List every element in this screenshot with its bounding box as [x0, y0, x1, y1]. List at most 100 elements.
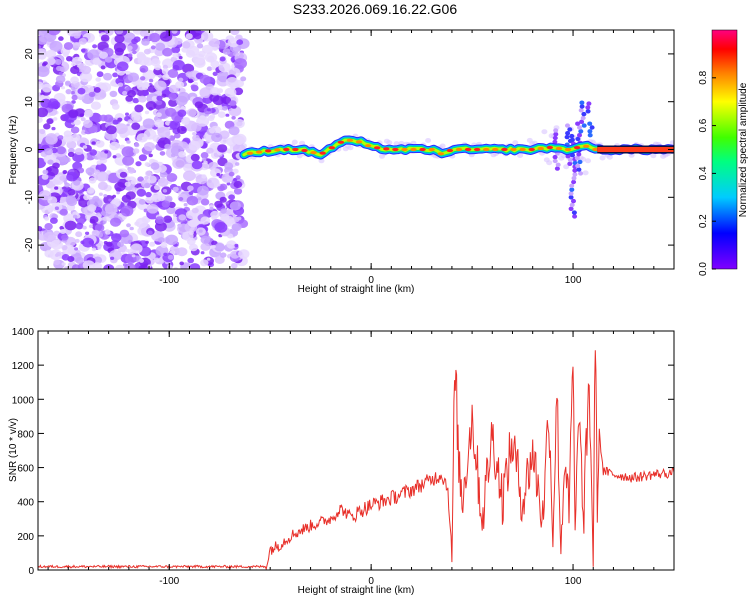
noise-blob [61, 253, 70, 261]
noise-blob [111, 233, 122, 242]
noise-blob [178, 197, 184, 201]
noise-blob [186, 108, 197, 117]
noise-blob [88, 240, 95, 245]
x-tick-label: 100 [565, 275, 582, 286]
noise-blob [225, 201, 229, 205]
noise-blob [38, 81, 44, 90]
anomaly-blob [575, 136, 581, 142]
noise-blob [218, 62, 231, 73]
noise-blob [187, 78, 194, 84]
noise-blob [115, 153, 122, 159]
noise-blob [171, 30, 178, 34]
anomaly-blob [578, 129, 584, 134]
noise-blob [168, 201, 176, 208]
noise-blob [196, 43, 204, 49]
noise-blob [134, 104, 144, 113]
noise-blob [95, 140, 105, 148]
noise-blob [125, 112, 129, 116]
noise-blob [163, 252, 168, 256]
noise-blob [132, 148, 140, 154]
noise-blob [45, 49, 57, 59]
noise-blob [127, 89, 136, 98]
noise-blob [136, 188, 146, 197]
noise-blob [51, 126, 56, 131]
noise-blob [160, 242, 168, 248]
trace-hotspot [401, 147, 408, 152]
noise-blob [209, 93, 220, 102]
trace-hotspot [301, 148, 308, 153]
noise-blob [175, 81, 185, 89]
trace-hotspot [573, 146, 581, 150]
noise-blob [126, 123, 130, 127]
anomaly-blob [569, 133, 575, 139]
colorbar-tick-label: 0.2 [698, 214, 709, 228]
noise-blob [161, 200, 171, 208]
page-title: S233.2026.069.16.22.G06 [292, 1, 458, 17]
noise-blob [172, 158, 186, 169]
y-tick-label: 1400 [12, 327, 35, 338]
noise-blob [109, 141, 120, 151]
noise-blob [144, 175, 149, 180]
noise-blob [59, 157, 66, 162]
noise-blob [130, 243, 143, 254]
noise-blob [70, 76, 79, 84]
anomaly-blob [567, 161, 573, 166]
trace-hotspot [555, 146, 563, 151]
noise-blob [117, 117, 123, 122]
noise-blob [58, 71, 63, 76]
noise-blob [52, 162, 60, 169]
noise-blob [183, 170, 196, 182]
colorbar-tick-label: 0.8 [698, 70, 709, 84]
noise-blob [139, 258, 144, 263]
noise-blob [173, 213, 177, 217]
noise-blob [164, 143, 172, 150]
noise-blob [112, 103, 120, 110]
noise-blob [229, 100, 237, 107]
noise-blob [219, 183, 228, 191]
noise-blob [117, 241, 124, 248]
noise-blob [92, 57, 102, 66]
noise-blob [89, 149, 97, 156]
noise-blob [153, 257, 160, 263]
noise-blob [188, 219, 198, 228]
noise-blob [212, 244, 216, 249]
noise-blob [161, 93, 167, 98]
noise-blob [200, 259, 209, 267]
trace-hotspot [392, 147, 399, 152]
noise-blob [231, 223, 242, 232]
trace-hotspot [265, 149, 272, 153]
anomaly-blob [555, 162, 561, 167]
trace-halo [299, 140, 306, 146]
trace-halo [585, 158, 591, 164]
noise-blob [84, 109, 94, 118]
noise-blob [156, 112, 162, 118]
noise-blob [226, 182, 231, 186]
anomaly-blob [574, 155, 580, 161]
noise-blob [60, 196, 65, 201]
noise-blob [199, 74, 211, 84]
noise-blob [200, 216, 211, 225]
noise-blob [190, 153, 200, 162]
noise-blob [110, 256, 115, 260]
noise-blob [233, 118, 245, 129]
noise-blob [155, 216, 165, 225]
noise-blob [114, 123, 128, 135]
noise-blob [209, 38, 220, 48]
noise-blob [149, 78, 154, 83]
noise-blob [73, 119, 81, 126]
noise-blob [155, 42, 166, 51]
noise-blob [137, 55, 150, 66]
noise-blob [176, 247, 188, 257]
noise-blob [63, 42, 74, 50]
trace-hotspot [583, 144, 590, 148]
noise-blob [233, 187, 243, 195]
noise-blob [110, 80, 117, 87]
noise-blob [127, 53, 133, 58]
noise-blob [88, 224, 94, 229]
noise-blob [198, 229, 203, 233]
noise-blob [219, 252, 227, 258]
noise-blob [79, 71, 93, 83]
noise-blob [151, 194, 162, 203]
noise-blob [154, 221, 167, 232]
noise-blob [63, 134, 74, 143]
